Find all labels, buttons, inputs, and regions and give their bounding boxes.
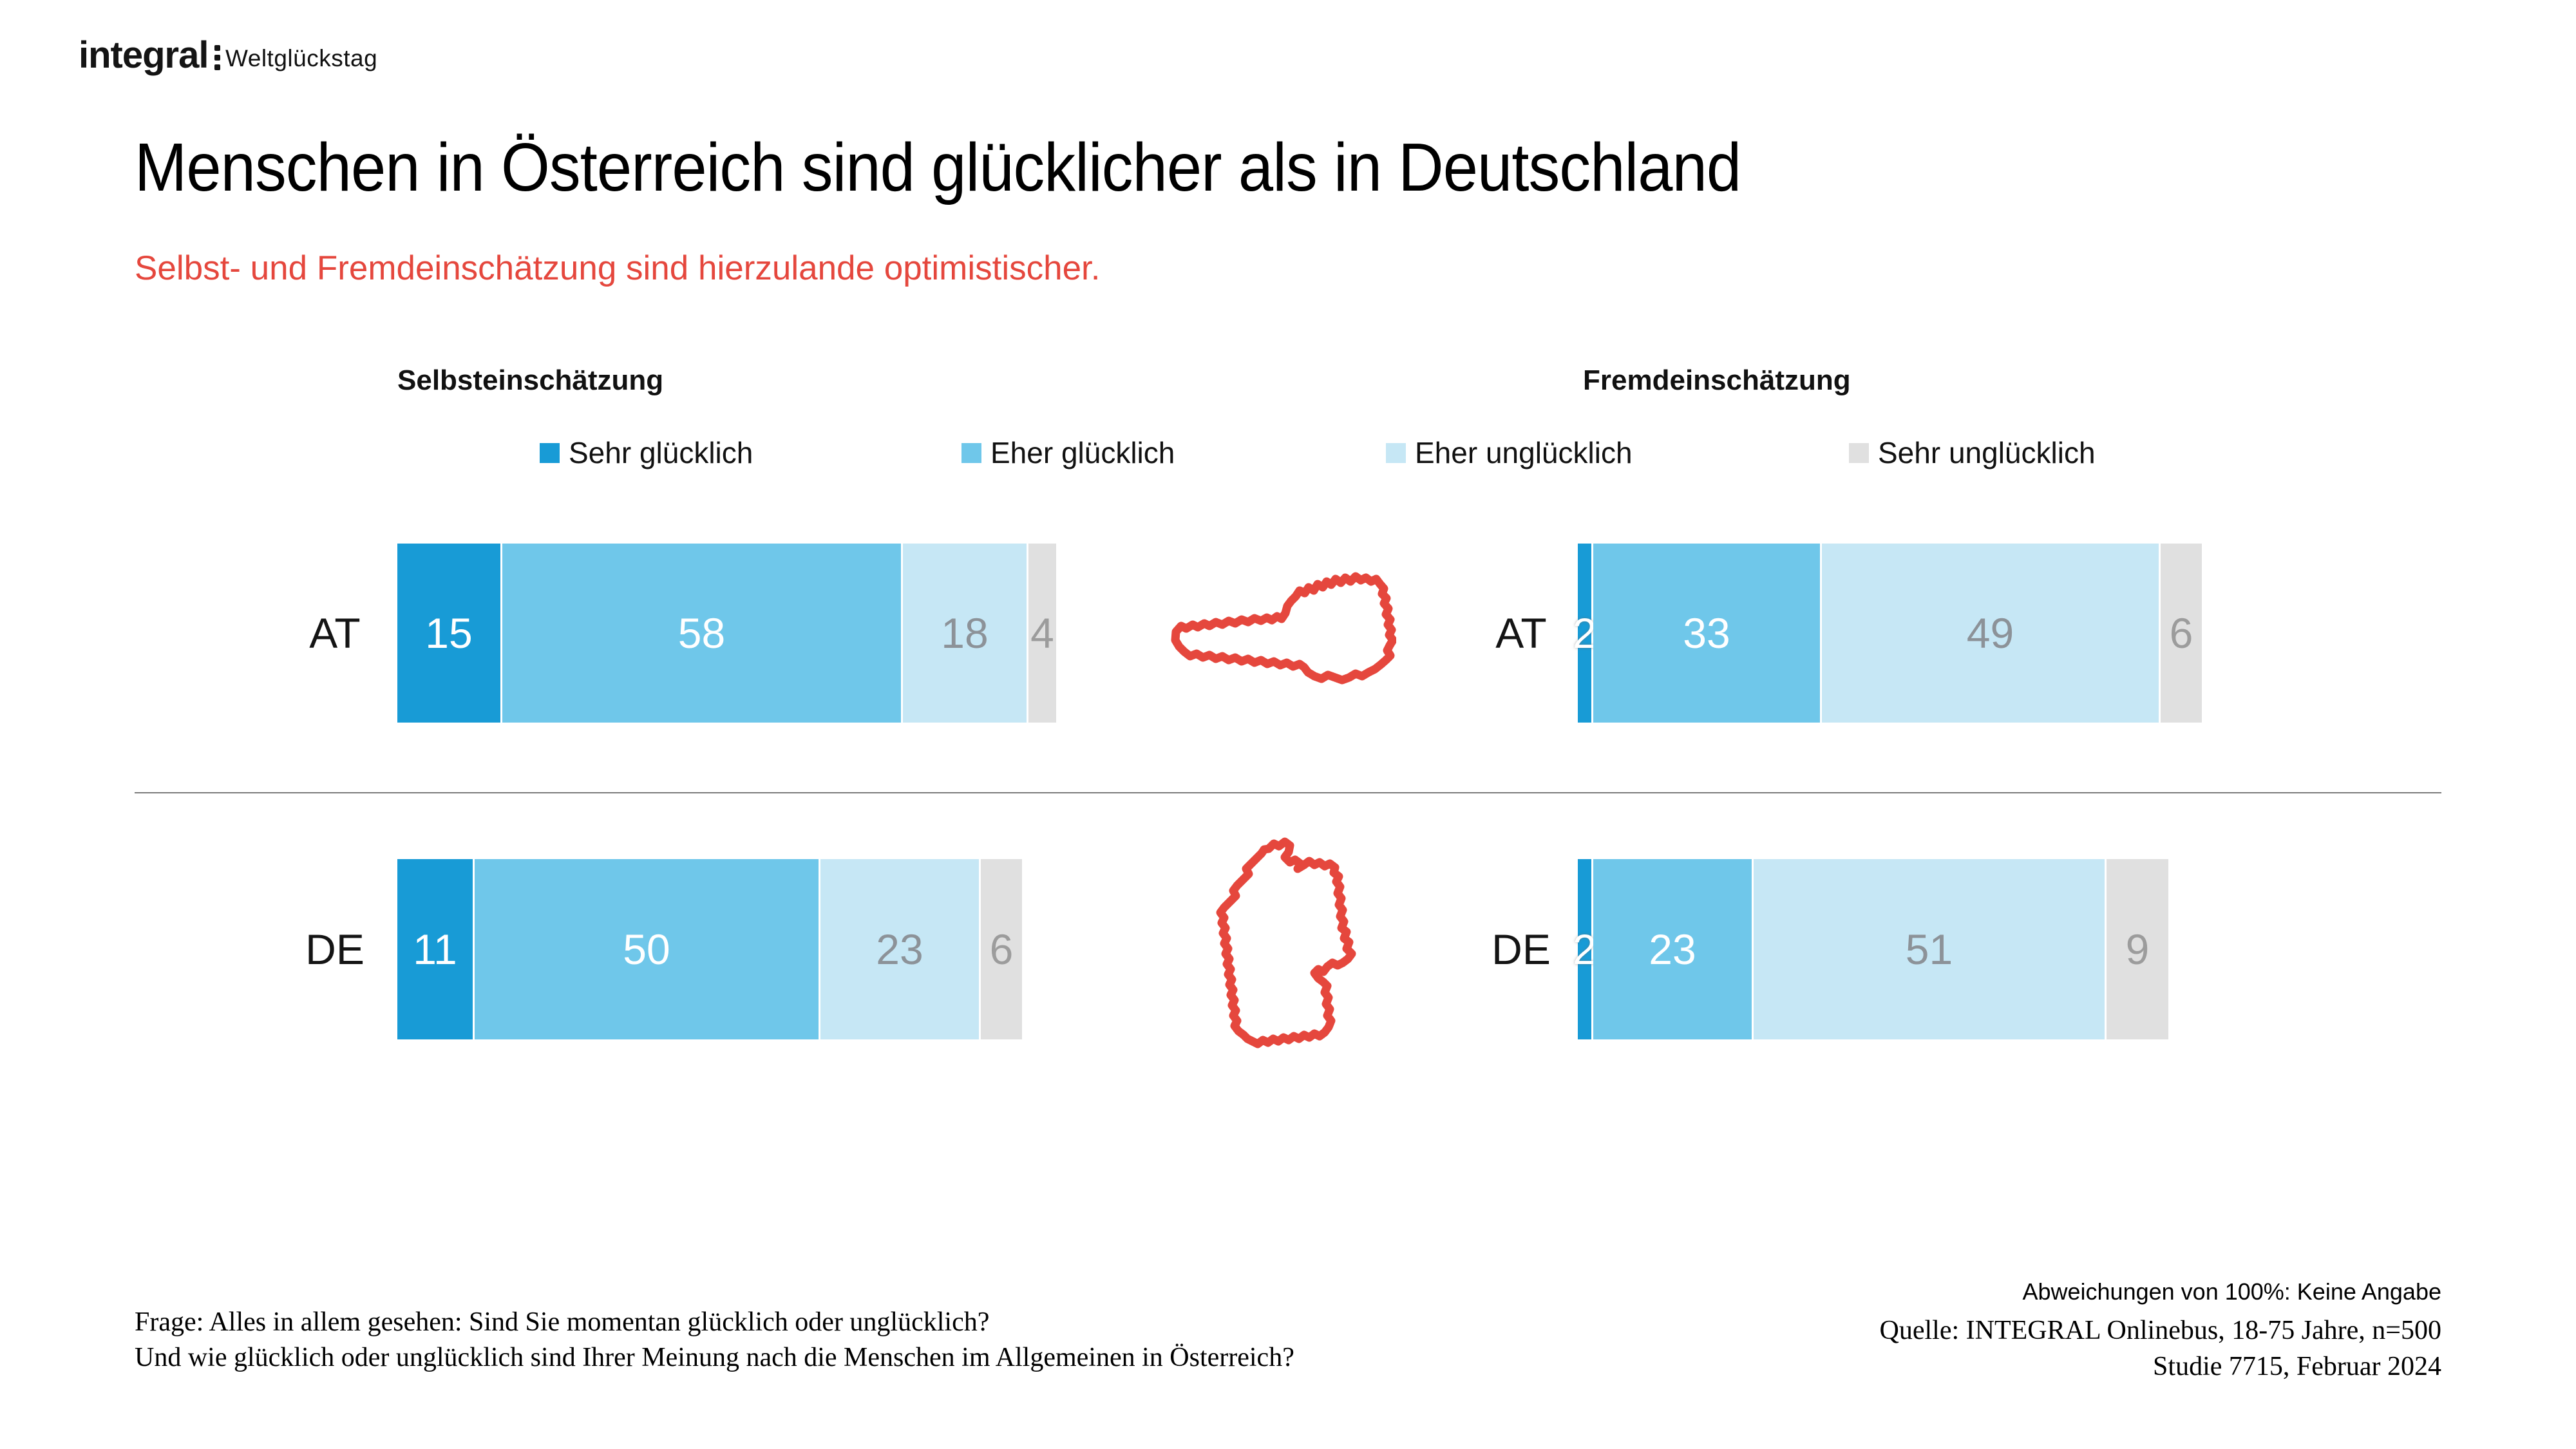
legend-item: Sehr unglücklich (1849, 435, 2096, 470)
bar-segment: 4 (1028, 544, 1056, 723)
bar-segment: 6 (981, 859, 1022, 1039)
bar-segment-value: 6 (989, 925, 1014, 973)
stacked-bar-de-selbst: 11 50 23 6 (397, 859, 1022, 1039)
question-line-1: Frage: Alles in allem gesehen: Sind Sie … (135, 1307, 990, 1337)
legend-swatch-icon (1386, 442, 1406, 463)
bar-segment-value: 23 (1649, 925, 1696, 973)
legend-swatch-icon (540, 442, 560, 463)
bar-segment: 11 (397, 859, 473, 1039)
bar-segment-value: 2 (1573, 925, 1596, 973)
legend-label: Sehr unglücklich (1878, 436, 2096, 469)
stacked-bar-at-selbst: 15 58 18 4 (397, 544, 1056, 723)
bar-segment-value: 58 (677, 609, 726, 657)
legend-item: Sehr glücklich (540, 435, 753, 470)
question-line-2: Und wie glücklich oder unglücklich sind … (135, 1343, 1294, 1372)
source-note: Quelle: INTEGRAL Onlinebus, 18-75 Jahre,… (1879, 1316, 2441, 1345)
bar-segment-value: 15 (425, 609, 473, 657)
bar-segment: 50 (475, 859, 819, 1039)
stacked-bar-at-fremd: 2 33 49 6 (1573, 544, 2202, 723)
row-label-de-right: DE (1492, 925, 1551, 973)
bar-segment: 6 (2161, 544, 2202, 723)
germany-map-outline (1193, 836, 1373, 1063)
legend-label: Sehr glücklich (569, 436, 753, 469)
bar-segment-value: 11 (413, 925, 457, 973)
bar-segment: 33 (1593, 544, 1820, 723)
bar-segment: 18 (903, 544, 1027, 723)
legend-swatch-icon (961, 442, 981, 463)
bar-segment: 9 (2107, 859, 2168, 1039)
legend-item: Eher unglücklich (1386, 435, 1633, 470)
bar-segment-value: 50 (623, 925, 670, 973)
legend-item: Eher glücklich (961, 435, 1175, 470)
question-footnote: Frage: Alles in allem gesehen: Sind Sie … (135, 1305, 1294, 1376)
bar-segment-value: 4 (1030, 609, 1054, 657)
legend-swatch-icon (1849, 442, 1869, 463)
row-label-at-left: AT (309, 609, 361, 657)
austria-map-outline (1167, 569, 1396, 692)
event-label: Weltglückstag (225, 45, 378, 71)
integral-logo: integral (79, 33, 220, 77)
bar-segment-value: 2 (1573, 609, 1596, 657)
study-note: Studie 7715, Februar 2024 (2153, 1352, 2441, 1381)
bar-segment-value: 49 (1966, 609, 2014, 657)
bar-segment-value: 6 (2169, 609, 2193, 657)
panel-title-selbsteinschaetzung: Selbsteinschätzung (397, 365, 664, 396)
bar-segment-value: 51 (1905, 925, 1953, 973)
page-subtitle: Selbst- und Fremdeinschätzung sind hierz… (135, 249, 1101, 287)
bar-segment-value: 33 (1683, 609, 1730, 657)
stacked-bar-de-fremd: 2 23 51 9 (1573, 859, 2168, 1039)
bar-segment-value: 18 (941, 609, 989, 657)
bar-segment: 15 (397, 544, 500, 723)
row-label-at-right: AT (1495, 609, 1547, 657)
bar-segment: 58 (502, 544, 901, 723)
panel-title-fremdeinschaetzung: Fremdeinschätzung (1583, 365, 1851, 396)
logo-tricolon-icon (214, 41, 220, 70)
bar-segment: 23 (1593, 859, 1752, 1039)
logo-wordmark: integral (79, 34, 209, 76)
legend-label: Eher glücklich (990, 436, 1175, 469)
legend-label: Eher unglücklich (1415, 436, 1633, 469)
row-label-de-left: DE (305, 925, 365, 973)
bar-segment: 2 (1573, 859, 1596, 1039)
bar-segment-value: 23 (876, 925, 923, 973)
bar-segment: 49 (1822, 544, 2159, 723)
bar-segment: 2 (1573, 544, 1596, 723)
horizontal-divider (135, 792, 2441, 793)
bar-segment: 51 (1754, 859, 2105, 1039)
bar-segment-value: 9 (2125, 925, 2150, 973)
bar-segment: 23 (820, 859, 979, 1039)
page-title: Menschen in Österreich sind glücklicher … (135, 129, 1741, 205)
deviation-note: Abweichungen von 100%: Keine Angabe (2022, 1278, 2441, 1305)
